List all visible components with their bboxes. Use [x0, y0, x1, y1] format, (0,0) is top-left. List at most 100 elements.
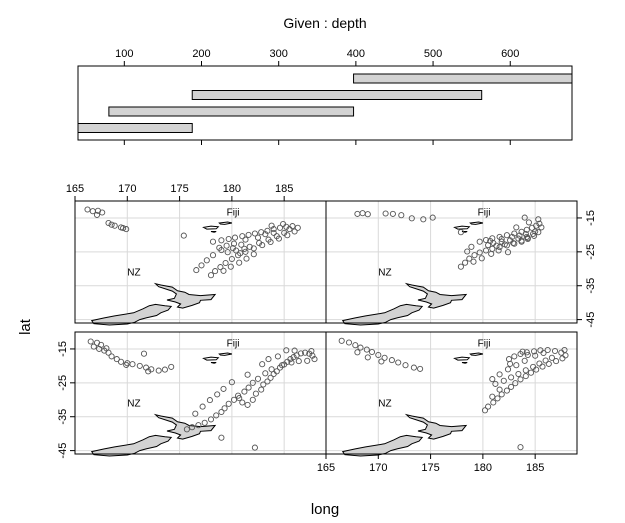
- data-point: [429, 214, 436, 221]
- data-point: [195, 422, 202, 429]
- data-point: [517, 376, 524, 383]
- data-point: [522, 230, 529, 237]
- data-point: [161, 366, 168, 373]
- data-point: [504, 366, 512, 373]
- given-panel: 100 200 300 400 500 600: [77, 48, 573, 145]
- fiji-island-shape: [210, 362, 217, 364]
- data-point: [228, 255, 235, 263]
- data-point: [523, 233, 530, 240]
- data-point: [258, 386, 265, 393]
- data-point: [297, 350, 304, 357]
- data-point: [521, 357, 528, 364]
- data-point: [417, 365, 424, 372]
- data-point: [408, 215, 415, 222]
- y-tick-label: -35: [57, 409, 69, 425]
- data-point: [218, 434, 225, 441]
- data-point: [535, 216, 542, 223]
- data-point: [207, 416, 215, 423]
- data-point: [507, 360, 514, 367]
- data-point: [201, 419, 208, 426]
- data-point: [544, 346, 551, 354]
- given-interval-bar: [77, 123, 193, 133]
- data-point: [532, 352, 539, 359]
- fiji-island-shape: [202, 356, 220, 361]
- nz-north-island-shape: [404, 413, 468, 440]
- fiji-island-shape: [469, 221, 484, 225]
- data-point: [276, 224, 284, 231]
- scatter-panels: Fiji NZ Fiji NZ Fiji NZ Fiji NZ: [74, 200, 578, 457]
- data-point: [229, 245, 236, 252]
- data-point: [512, 380, 519, 387]
- data-point: [291, 228, 298, 235]
- x-tick-label: 185: [275, 183, 293, 195]
- data-point: [548, 354, 555, 361]
- data-point: [357, 344, 364, 351]
- data-point: [274, 353, 281, 360]
- scatter-panel-bottom-right: Fiji NZ: [325, 331, 578, 457]
- data-point: [250, 245, 257, 252]
- data-point: [398, 212, 405, 219]
- data-point: [105, 219, 112, 227]
- data-point: [457, 229, 464, 236]
- y-tick-label: -15: [585, 210, 597, 226]
- fiji-island-shape: [202, 225, 220, 230]
- data-point: [90, 343, 97, 350]
- data-point: [145, 368, 152, 375]
- data-point: [542, 357, 549, 364]
- data-point: [209, 238, 217, 245]
- data-point: [123, 361, 130, 368]
- nz-south-island-shape: [90, 303, 173, 326]
- data-point: [98, 341, 105, 348]
- data-point: [241, 388, 248, 395]
- data-point: [209, 252, 217, 259]
- data-point: [262, 231, 269, 238]
- data-point: [481, 407, 489, 414]
- data-point: [462, 259, 469, 266]
- data-point: [382, 210, 389, 217]
- data-point: [259, 361, 266, 368]
- data-point: [538, 224, 545, 231]
- data-point: [516, 232, 523, 239]
- data-point: [246, 243, 253, 250]
- x-tick-label: 170: [369, 462, 387, 474]
- data-point: [523, 226, 530, 233]
- fiji-island-shape: [453, 356, 471, 361]
- data-point: [523, 349, 530, 356]
- y-tick-label: -15: [57, 341, 69, 357]
- nz-north-island-shape: [404, 282, 468, 309]
- data-point: [230, 396, 238, 403]
- data-point: [521, 214, 528, 221]
- data-point: [487, 237, 494, 245]
- data-point: [265, 356, 272, 363]
- data-point: [364, 211, 371, 218]
- data-point: [388, 357, 395, 364]
- data-point: [273, 233, 280, 240]
- data-point: [295, 358, 302, 365]
- data-point: [193, 267, 200, 274]
- data-point: [235, 392, 242, 399]
- data-point: [509, 233, 516, 240]
- data-point: [198, 262, 205, 269]
- fiji-island-shape: [218, 352, 233, 356]
- data-point: [207, 272, 215, 279]
- data-point: [249, 396, 256, 403]
- y-tick-label: -25: [585, 244, 597, 260]
- data-point: [494, 395, 501, 402]
- data-point: [559, 355, 566, 362]
- data-point: [345, 339, 353, 346]
- data-point: [189, 424, 196, 431]
- data-point: [224, 249, 231, 256]
- data-point: [532, 228, 539, 235]
- data-point: [517, 444, 524, 451]
- data-point: [476, 238, 483, 245]
- data-point: [168, 363, 175, 370]
- x-axis-label: long: [311, 501, 339, 518]
- data-point: [352, 342, 359, 349]
- data-point: [466, 255, 473, 262]
- data-point: [222, 259, 229, 267]
- map-annotation: Fiji: [227, 339, 240, 350]
- data-point: [490, 399, 497, 406]
- data-point: [252, 390, 259, 397]
- fiji-island-shape: [453, 225, 471, 230]
- fiji-island-shape: [461, 231, 468, 233]
